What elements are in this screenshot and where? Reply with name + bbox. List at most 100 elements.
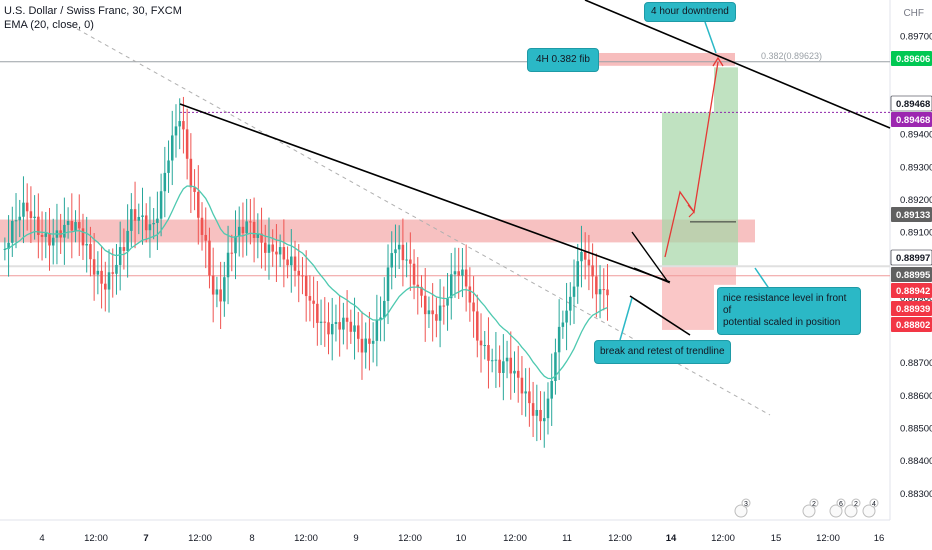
candle-body bbox=[587, 259, 591, 266]
x-tick-label: 12:00 bbox=[188, 533, 212, 544]
candle-body bbox=[148, 224, 152, 231]
candle-body bbox=[226, 252, 230, 278]
candle-body bbox=[260, 233, 263, 243]
candle-body bbox=[66, 221, 70, 225]
event-count-text: 6 bbox=[839, 501, 843, 508]
candle-body bbox=[182, 121, 185, 130]
candle-body bbox=[435, 314, 438, 321]
candle-body bbox=[505, 357, 509, 362]
candle-body bbox=[107, 272, 111, 290]
price-label-box bbox=[891, 283, 932, 298]
candle-body bbox=[118, 247, 122, 265]
candle-body bbox=[219, 289, 222, 302]
callout-fib-text: 4H 0.382 fib bbox=[536, 54, 590, 65]
x-tick-label: 12:00 bbox=[608, 533, 632, 544]
candle-body bbox=[364, 338, 367, 353]
candle-body bbox=[25, 202, 29, 212]
y-tick-label: 0.89700 bbox=[900, 32, 932, 43]
candle-body bbox=[275, 251, 278, 255]
candle-body bbox=[394, 249, 397, 254]
x-tick-label: 7 bbox=[143, 533, 148, 544]
candle-body bbox=[14, 220, 18, 222]
candle-body bbox=[197, 191, 200, 218]
candle-body bbox=[397, 244, 401, 250]
candle-body bbox=[338, 322, 341, 330]
candle-body bbox=[554, 352, 557, 381]
price-label-text: 0.89133 bbox=[896, 210, 930, 221]
y-tick-label: 0.88600 bbox=[900, 391, 932, 402]
candle-body bbox=[100, 270, 103, 284]
candle-body bbox=[375, 320, 379, 341]
candle-body bbox=[580, 251, 583, 262]
y-tick-label: 0.88500 bbox=[900, 424, 932, 435]
candle-body bbox=[494, 359, 498, 361]
event-flag-icon bbox=[844, 504, 858, 518]
candle-body bbox=[416, 284, 420, 287]
candle-body bbox=[171, 135, 174, 161]
callout-resistance-line2: potential scaled in position bbox=[723, 317, 841, 328]
candle-body bbox=[565, 310, 568, 323]
candle-body bbox=[185, 129, 189, 159]
candle-body bbox=[278, 247, 282, 255]
candle-body bbox=[368, 338, 371, 344]
candle-body bbox=[74, 222, 77, 231]
price-label-box bbox=[891, 51, 932, 66]
x-tick-label: 12:00 bbox=[294, 533, 318, 544]
candle-body bbox=[535, 409, 539, 416]
profit-zone-2 bbox=[714, 67, 738, 267]
candle-body bbox=[569, 296, 572, 311]
event-count-text: 3 bbox=[744, 501, 748, 508]
price-label-box bbox=[891, 207, 932, 222]
main-trendline bbox=[179, 103, 671, 283]
symbol-title[interactable]: U.S. Dollar / Swiss Franc, 30, FXCM bbox=[4, 5, 182, 17]
candle-body bbox=[602, 289, 606, 291]
candle-body bbox=[7, 242, 10, 249]
callout-resistance-pointer bbox=[754, 267, 771, 291]
x-tick-label: 11 bbox=[562, 533, 572, 544]
indicator-legend[interactable]: EMA (20, close, 0) bbox=[4, 19, 94, 31]
candle-body bbox=[446, 298, 449, 306]
candle-body bbox=[509, 357, 513, 374]
price-label-box bbox=[891, 301, 932, 316]
candle-body bbox=[386, 267, 390, 301]
price-label-text: 0.89468 bbox=[896, 115, 930, 126]
candle-body bbox=[159, 191, 163, 219]
event-count-text: 2 bbox=[854, 501, 858, 508]
price-label-box bbox=[891, 317, 932, 332]
price-label-text: 0.89606 bbox=[896, 54, 930, 65]
candle-body bbox=[156, 218, 159, 223]
callout-downtrend[interactable]: 4 hour downtrend bbox=[644, 2, 736, 22]
price-label-text: 0.88802 bbox=[896, 320, 930, 331]
candle-body bbox=[290, 256, 293, 266]
candle-body bbox=[412, 263, 416, 285]
price-label-text: 0.88995 bbox=[896, 270, 931, 281]
y-tick-label: 0.88900 bbox=[900, 293, 932, 304]
event-count-text: 2 bbox=[812, 501, 816, 508]
candle-body bbox=[133, 209, 137, 221]
callout-fib[interactable]: 4H 0.382 fib bbox=[527, 48, 599, 72]
downtrend-line bbox=[584, 0, 891, 129]
candle-body bbox=[241, 226, 245, 234]
candle-body bbox=[286, 259, 289, 266]
candle-body bbox=[193, 187, 196, 192]
candle-body bbox=[271, 244, 274, 252]
ema-line bbox=[4, 185, 608, 380]
candle-body bbox=[44, 233, 48, 237]
callout-resistance[interactable]: nice resistance level in front of potent… bbox=[717, 287, 861, 335]
event-count-badge bbox=[741, 498, 751, 508]
candle-body bbox=[297, 270, 300, 276]
x-tick-label: 10 bbox=[456, 533, 467, 544]
candle-body bbox=[304, 275, 308, 297]
candle-body bbox=[249, 221, 252, 223]
candle-body bbox=[293, 256, 297, 271]
y-tick-label: 0.88300 bbox=[900, 489, 932, 500]
candle-body bbox=[550, 380, 553, 399]
x-tick-label: 12:00 bbox=[711, 533, 735, 544]
price-label-box bbox=[891, 267, 932, 282]
candle-body bbox=[282, 247, 286, 260]
x-tick-label: 12:00 bbox=[84, 533, 108, 544]
callout-break-retest[interactable]: break and retest of trendline bbox=[594, 340, 731, 364]
candle-body bbox=[595, 276, 598, 295]
event-count-badge bbox=[836, 498, 846, 508]
